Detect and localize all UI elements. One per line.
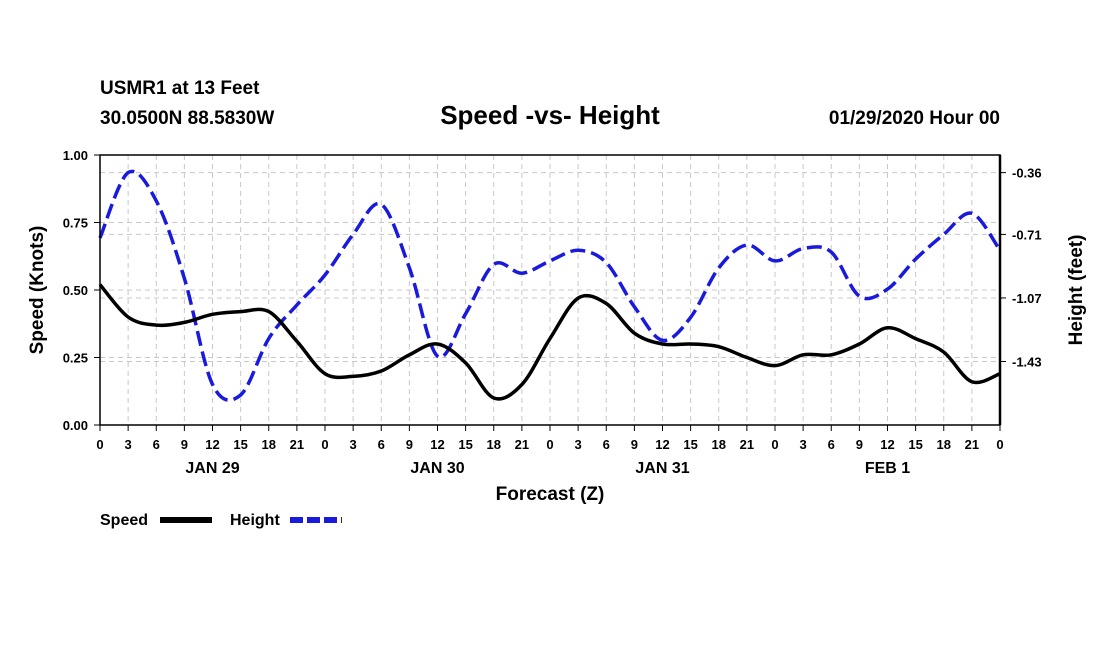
x-tick-label: 3 xyxy=(575,437,582,452)
legend: Speed Height xyxy=(100,512,342,529)
y-tick-label: 0.00 xyxy=(63,418,88,433)
x-tick-label: 3 xyxy=(350,437,357,452)
x-tick-label: 15 xyxy=(458,437,472,452)
chart-title: Speed -vs- Height xyxy=(440,100,660,130)
x-tick-label: 9 xyxy=(631,437,638,452)
axis-ticks: 0 3 6 9 12 15 18 21 0 3 6 9 12 15 18 21 0 3 6 9 12 15 18 21 0 3 6 9… xyxy=(63,148,1042,477)
y2-axis-label: Height (feet) xyxy=(1066,235,1087,346)
y-tick-label: 0.25 xyxy=(63,351,88,366)
legend-speed-label: Speed xyxy=(100,512,148,529)
x-tick-label: 12 xyxy=(430,437,444,452)
x-tick-label: 3 xyxy=(800,437,807,452)
x-axis-label: Forecast (Z) xyxy=(496,484,605,505)
x-tick-label: 21 xyxy=(740,437,754,452)
x-tick-label: 12 xyxy=(880,437,894,452)
x-tick-label: 15 xyxy=(233,437,247,452)
y-tick-label: 0.50 xyxy=(63,283,88,298)
x-tick-label: 0 xyxy=(996,437,1003,452)
y-axis-label: Speed (Knots) xyxy=(27,226,48,355)
station-label: USMR1 at 13 Feet xyxy=(100,78,260,99)
x-tick-label: 12 xyxy=(655,437,669,452)
y-tick-label: 1.00 xyxy=(63,148,88,163)
x-tick-label: 6 xyxy=(603,437,610,452)
x-tick-label: 21 xyxy=(515,437,529,452)
series-line-height xyxy=(98,169,1002,402)
x-tick-label: 9 xyxy=(181,437,188,452)
x-tick-label: 0 xyxy=(546,437,553,452)
x-tick-label: 6 xyxy=(828,437,835,452)
day-label: JAN 30 xyxy=(410,460,464,477)
x-tick-label: 18 xyxy=(712,437,726,452)
x-tick-label: 0 xyxy=(321,437,328,452)
legend-height-label: Height xyxy=(230,512,280,529)
x-tick-label: 0 xyxy=(96,437,103,452)
y2-tick-label: -1.07 xyxy=(1012,291,1042,306)
coordinates-label: 30.0500N 88.5830W xyxy=(100,108,274,129)
x-tick-label: 21 xyxy=(290,437,304,452)
series-line-speed xyxy=(98,283,1001,401)
forecast-datetime: 01/29/2020 Hour 00 xyxy=(829,108,1000,129)
series-layer xyxy=(98,169,1002,402)
x-tick-label: 15 xyxy=(683,437,697,452)
day-label: JAN 31 xyxy=(635,460,689,477)
x-tick-label: 9 xyxy=(406,437,413,452)
x-tick-label: 0 xyxy=(771,437,778,452)
x-tick-label: 3 xyxy=(125,437,132,452)
y-tick-label: 0.75 xyxy=(63,216,88,231)
y2-tick-label: -0.36 xyxy=(1012,166,1042,181)
x-tick-label: 18 xyxy=(262,437,276,452)
day-label: JAN 29 xyxy=(185,460,239,477)
x-tick-label: 12 xyxy=(205,437,219,452)
day-label: FEB 1 xyxy=(865,460,910,477)
y2-tick-label: -0.71 xyxy=(1012,227,1042,242)
x-tick-label: 9 xyxy=(856,437,863,452)
x-tick-label: 6 xyxy=(153,437,160,452)
x-tick-label: 18 xyxy=(487,437,501,452)
x-tick-label: 15 xyxy=(908,437,922,452)
x-tick-label: 18 xyxy=(937,437,951,452)
y2-tick-label: -1.43 xyxy=(1012,354,1042,369)
x-tick-label: 21 xyxy=(965,437,979,452)
x-tick-label: 6 xyxy=(378,437,385,452)
grid-lines xyxy=(100,155,1000,425)
